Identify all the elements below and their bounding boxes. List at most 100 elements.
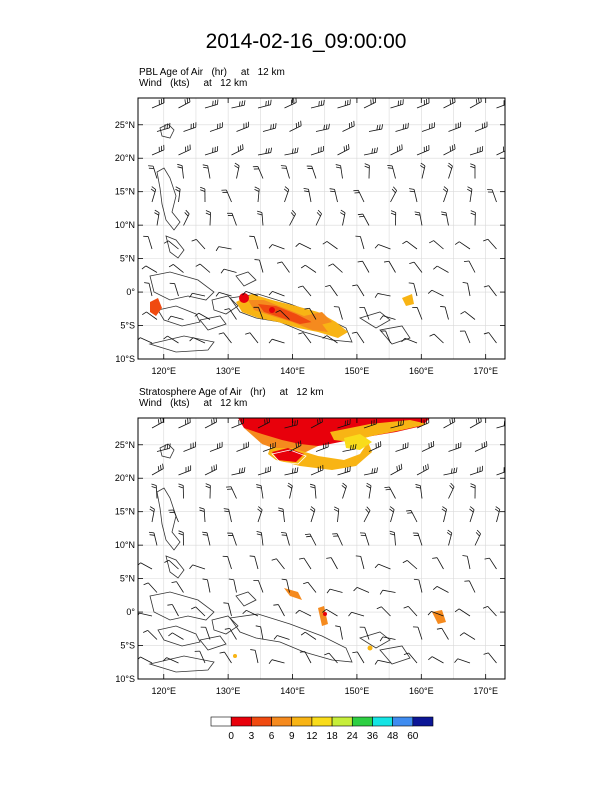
wind-barb <box>390 210 397 226</box>
wind-barb <box>496 100 505 109</box>
wind-barb <box>467 186 473 203</box>
wind-barb <box>169 282 179 297</box>
wind-barb <box>469 98 482 109</box>
wind-barb <box>433 265 449 273</box>
wind-barb <box>403 605 418 617</box>
wind-barb <box>332 533 343 546</box>
wind-barb <box>322 335 338 344</box>
wind-barb <box>459 330 471 344</box>
wind-barb <box>204 464 218 476</box>
wind-barb <box>352 651 365 664</box>
wind-barb <box>138 562 153 570</box>
panel2-line1: Stratosphere Age of Air (hr) at 12 km <box>139 387 324 398</box>
wind-barb <box>287 482 293 499</box>
wind-barb <box>143 630 158 640</box>
wind-barb <box>178 418 191 429</box>
colorbar-swatch <box>372 716 393 727</box>
lon-tick-label: 130°E <box>216 366 241 376</box>
wind-barb <box>348 611 365 617</box>
wind-barb <box>231 418 244 429</box>
wind-barb <box>441 506 447 523</box>
wind-barb <box>363 418 377 429</box>
wind-barb <box>303 581 317 593</box>
panel1-map: 25°N 20°N 15°N 10°N 5°N 0° 5°S 10°S 120°E 130°E 14… <box>115 97 506 376</box>
wind-barb <box>442 186 449 203</box>
wind-barb <box>284 98 297 109</box>
wind-barb <box>178 465 192 476</box>
colorbar-swatch <box>271 716 293 727</box>
wind-barb <box>315 441 329 452</box>
wind-barb <box>289 209 296 226</box>
wind-barb <box>390 419 405 429</box>
wind-barb <box>151 418 164 429</box>
wind-barb <box>183 122 197 132</box>
wind-barb <box>421 122 435 132</box>
lat-tick-label: 0° <box>126 607 135 617</box>
wind-barb <box>262 123 277 132</box>
wind-barb <box>183 441 196 452</box>
wind-barb <box>387 164 396 179</box>
wind-barb <box>256 484 264 499</box>
wind-barb <box>363 147 378 156</box>
wind-barb <box>403 652 418 664</box>
wind-barb <box>273 604 285 617</box>
panel2-title: Stratosphere Age of Air (hr) at 12 km Wi… <box>139 387 324 409</box>
wind-barb <box>436 627 449 640</box>
panel2-frame <box>137 417 506 680</box>
wind-barb <box>194 650 206 664</box>
wind-barb <box>164 559 179 570</box>
wind-barb <box>401 337 418 344</box>
wind-barb <box>483 238 497 250</box>
wind-barb <box>209 122 223 132</box>
wind-barb <box>167 604 179 617</box>
panel1-coastlines <box>148 123 411 353</box>
panel1-line1: PBL Age of Air (hr) at 12 km <box>139 67 285 78</box>
wind-barb <box>342 120 355 132</box>
colorbar-label: 18 <box>327 731 339 742</box>
wind-barb <box>446 529 453 546</box>
wind-barb <box>199 507 206 523</box>
wind-barb <box>151 144 165 156</box>
wind-barb <box>443 98 456 109</box>
wind-barb <box>168 264 184 273</box>
wind-barb <box>412 626 423 640</box>
wind-barb <box>227 212 237 226</box>
wind-barb <box>496 467 505 476</box>
wind-barb <box>402 560 418 570</box>
colorbar-label: 3 <box>249 731 255 742</box>
wind-barb <box>474 441 488 452</box>
wind-barb <box>406 510 418 523</box>
colorbar-label: 36 <box>367 731 379 742</box>
wind-barb <box>443 144 456 156</box>
lat-tick-label: 10°N <box>115 220 135 230</box>
wind-barb <box>219 651 232 664</box>
wind-barb <box>236 121 249 132</box>
wind-barb <box>245 332 259 344</box>
wind-barb <box>353 189 365 203</box>
wind-barb <box>384 486 396 499</box>
wind-barb <box>310 418 323 429</box>
colorbar-swatch <box>230 716 252 727</box>
wind-barb <box>138 337 153 344</box>
wind-barb <box>427 610 444 617</box>
wind-barb <box>353 586 370 593</box>
wind-barb <box>224 628 237 640</box>
lon-tick-label: 130°E <box>216 686 241 696</box>
wind-barb <box>257 99 272 109</box>
wind-barb <box>469 418 482 429</box>
wind-barb <box>333 506 340 523</box>
wind-barb <box>390 186 397 203</box>
colorbar-swatch <box>351 716 373 727</box>
wind-barb <box>325 284 338 297</box>
wind-barb <box>469 506 475 523</box>
wind-barb <box>303 187 312 203</box>
colorbar-swatch <box>412 716 434 727</box>
wind-barb <box>204 146 219 156</box>
lat-tick-label: 5°N <box>120 254 135 264</box>
wind-barb <box>390 144 403 156</box>
wind-barb <box>351 331 365 344</box>
wind-barb <box>178 98 191 109</box>
wind-barb <box>337 466 351 476</box>
wind-barb <box>364 163 370 179</box>
